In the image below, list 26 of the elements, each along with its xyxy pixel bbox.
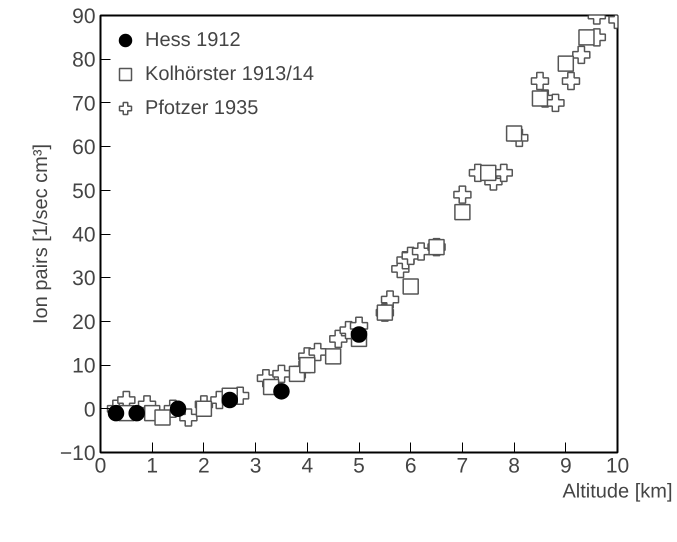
- x-tick-label: 9: [560, 454, 572, 478]
- legend-label: Kolhörster 1913/14: [145, 62, 314, 86]
- y-axis-title: Ion pairs [1/sec cm³]: [30, 144, 52, 324]
- x-tick-label: 2: [198, 454, 210, 478]
- x-tick-label: 6: [404, 454, 417, 478]
- x-tick-label: 4: [301, 454, 314, 478]
- x-tick-label: 7: [456, 454, 468, 478]
- y-tick-label: 90: [72, 5, 96, 28]
- legend-label: Pfotzer 1935: [145, 96, 258, 120]
- legend-label: Hess 1912: [145, 28, 241, 52]
- x-tick-label: 8: [508, 454, 520, 478]
- y-tick-label: 30: [72, 267, 96, 290]
- y-tick-label: 0: [84, 398, 96, 422]
- y-tick-label: 10: [72, 354, 96, 378]
- y-tick-label: 50: [72, 180, 96, 203]
- y-tick-label: 20: [72, 310, 96, 334]
- x-tick-label: 5: [353, 454, 365, 478]
- y-tick-label: 40: [72, 224, 96, 246]
- x-axis-title: Altitude [km]: [562, 480, 673, 502]
- x-tick-label: 3: [250, 454, 262, 478]
- y-tick-label: −10: [60, 442, 96, 465]
- x-tick-label: 1: [146, 454, 158, 478]
- y-tick-label: 80: [72, 48, 96, 72]
- y-tick-label: 60: [72, 136, 96, 160]
- x-tick-label: 10: [606, 454, 630, 478]
- y-tick-label: 70: [72, 92, 96, 116]
